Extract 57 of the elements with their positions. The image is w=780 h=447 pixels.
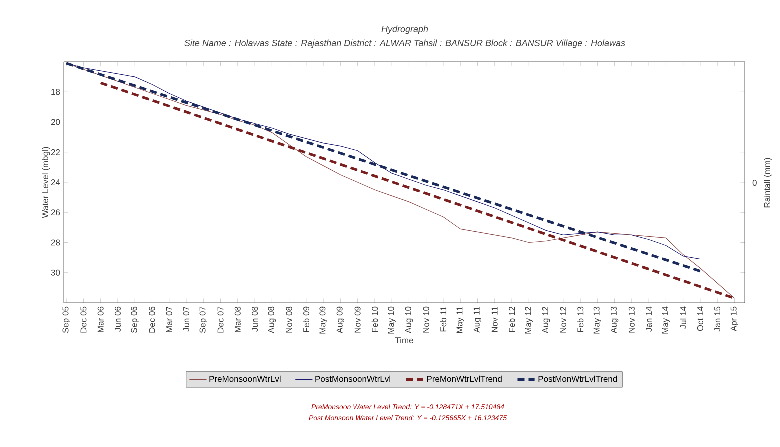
y-tick-label: 26 <box>51 210 60 216</box>
chart-title: Hydrograph <box>382 26 428 34</box>
x-tick-label: May 12 <box>525 306 533 334</box>
x-tick-label: Aug 12 <box>542 306 550 334</box>
x-tick-label: Apr 15 <box>730 306 739 332</box>
x-tick-label: Aug 09 <box>336 306 345 334</box>
x-tick-label: Nov 10 <box>423 306 430 333</box>
x-tick-label: Nov 11 <box>492 306 498 332</box>
x-tick-label: May 13 <box>594 306 602 334</box>
x-tick-label: Sep 05 <box>62 306 70 334</box>
x-tick-label: Aug 10 <box>405 306 414 334</box>
x-tick-label: Nov 08 <box>286 306 292 333</box>
x-tick-label: Jul 14 <box>680 306 686 330</box>
x-tick-label: Nov 12 <box>560 306 566 333</box>
y-tick-label: 30 <box>51 270 60 276</box>
x-axis-title: Time <box>395 337 414 344</box>
x-tick-label: Aug 13 <box>610 306 619 334</box>
x-tick-label: Mar 06 <box>98 306 104 332</box>
x-tick-label: Aug 11 <box>474 306 482 333</box>
x-tick-label: Nov 13 <box>628 306 635 333</box>
x-tick-label: May 09 <box>320 306 328 334</box>
x-tick-label: Dec 07 <box>218 306 224 333</box>
x-tick-label: Jan 15 <box>714 306 721 332</box>
x-tick-label: Sep 07 <box>200 306 208 334</box>
x-tick-label: Feb 09 <box>303 306 310 332</box>
x-tick-label: Mar 07 <box>166 306 172 332</box>
x-tick-label: Jan 14 <box>646 306 652 332</box>
x-tick-label: Dec 06 <box>149 306 156 333</box>
chart-subtitle: Site Name : Holawas State : Rajasthan District : ALWAR Tahsil : BANSUR Block : BANSUR Village : Holawas <box>184 40 626 48</box>
legend-label: PostMonsoonWtrLvl <box>316 376 390 382</box>
x-tick-label: Mar 08 <box>234 306 241 332</box>
y-tick-label: 28 <box>51 240 60 246</box>
y-tick-label: 24 <box>51 180 60 186</box>
x-tick-label: Sep 06 <box>131 306 139 334</box>
x-tick-label: Aug 08 <box>268 306 276 334</box>
x-tick-label: May 11 <box>456 306 464 334</box>
x-tick-label: Feb 12 <box>508 306 516 332</box>
x-tick-label: Feb 10 <box>372 306 378 332</box>
x-tick-label: May 10 <box>388 306 396 334</box>
x-tick-label: Jun 06 <box>114 306 121 332</box>
text: 0 <box>752 180 757 186</box>
legend-label: PreMonWtrLvlTrend <box>427 376 502 382</box>
x-tick-label: Jun 07 <box>184 306 190 332</box>
x-tick-label: Oct 14 <box>697 306 704 332</box>
x-tick-label: Dec 05 <box>80 306 87 333</box>
text: Raintall (mm) <box>764 158 772 208</box>
legend-label: PostMonWtrLvlTrend <box>538 376 618 382</box>
y-tick-label: 20 <box>51 119 60 126</box>
x-tick-label: Nov 09 <box>354 306 361 333</box>
x-tick-label: Feb 13 <box>577 306 584 332</box>
x-tick-label: Jun 08 <box>252 306 258 332</box>
legend-label: PreMonsoonWtrLvl <box>210 376 281 382</box>
y-axis-title: Water Level (mbgl) <box>42 147 50 218</box>
x-tick-label: May 14 <box>662 306 670 334</box>
y-tick-label: 22 <box>51 149 60 156</box>
x-tick-label: Feb 11 <box>440 306 447 332</box>
y-tick-label: 18 <box>52 89 60 96</box>
